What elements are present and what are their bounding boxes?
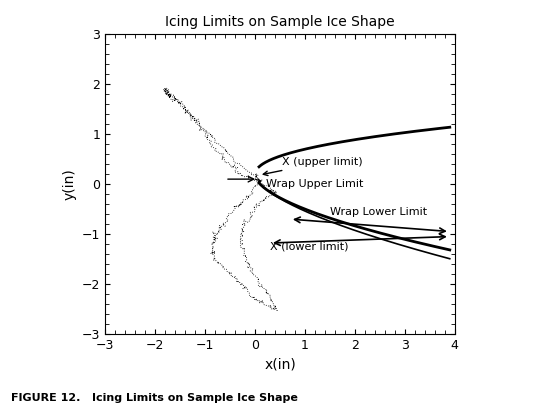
Title: Icing Limits on Sample Ice Shape: Icing Limits on Sample Ice Shape <box>165 15 395 29</box>
Text: FIGURE 12.   Icing Limits on Sample Ice Shape: FIGURE 12. Icing Limits on Sample Ice Sh… <box>11 393 298 403</box>
Text: X (lower limit): X (lower limit) <box>270 241 349 251</box>
Text: Wrap Lower Limit: Wrap Lower Limit <box>330 207 427 217</box>
Text: Wrap Upper Limit: Wrap Upper Limit <box>266 179 363 189</box>
X-axis label: x(in): x(in) <box>264 357 296 372</box>
Text: X (upper limit): X (upper limit) <box>263 157 363 175</box>
Y-axis label: y(in): y(in) <box>62 168 77 200</box>
